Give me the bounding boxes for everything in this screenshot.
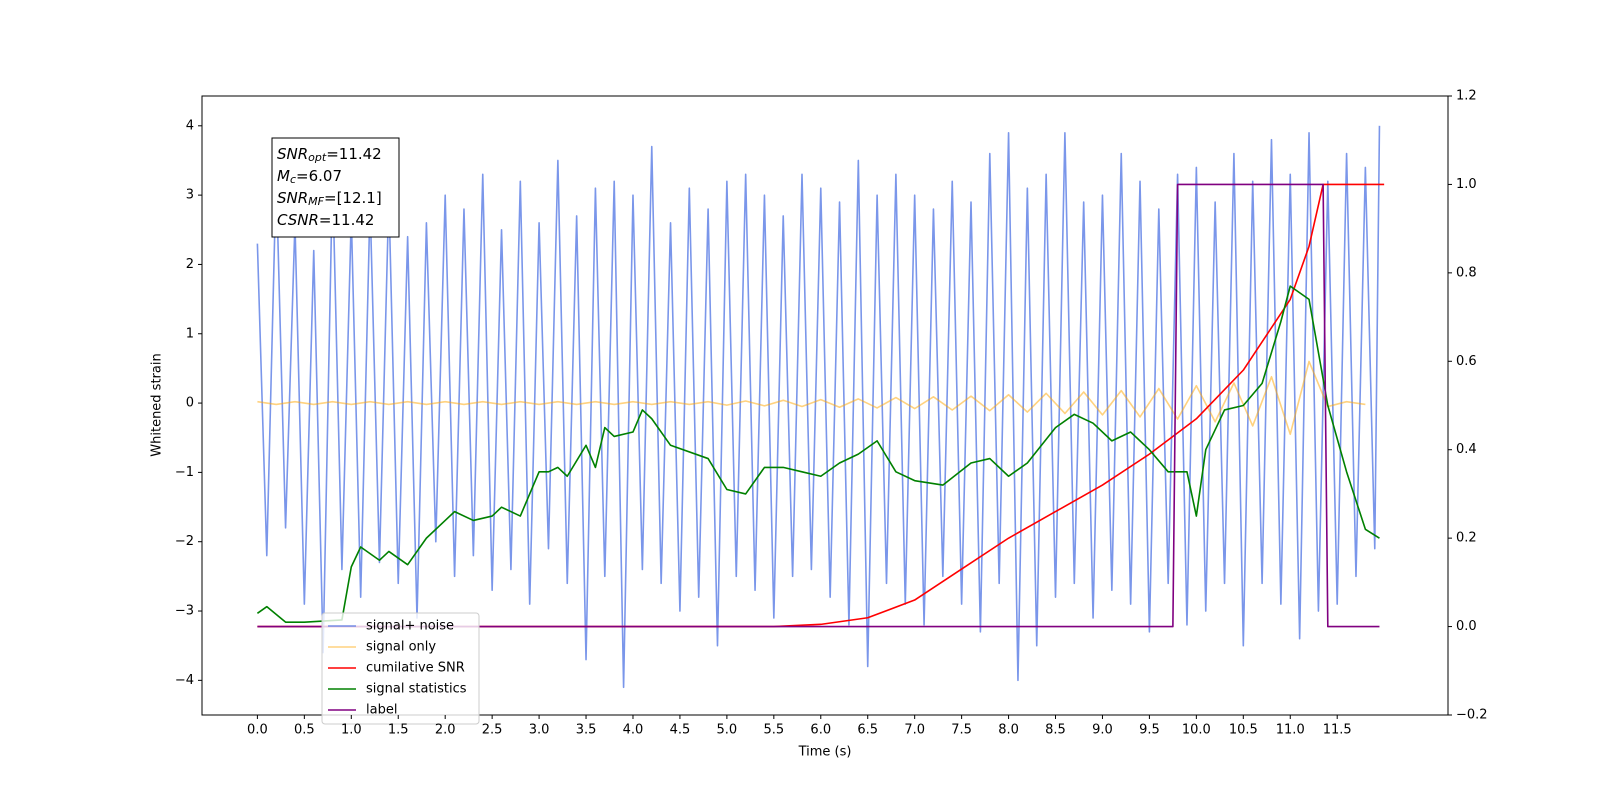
y-tick-label: 4 [186, 118, 194, 133]
series-layer [256, 125, 1385, 689]
x-tick-label: 6.5 [857, 723, 878, 738]
x-tick-label: 10.5 [1229, 723, 1258, 738]
x-tick-label: 8.0 [998, 723, 1019, 738]
y2-tick-label: −0.2 [1456, 708, 1488, 723]
y-tick-label: −3 [175, 604, 194, 619]
annotation-symbol: SNR [277, 145, 308, 163]
legend-label: label [366, 703, 397, 718]
series-line [257, 183, 1385, 628]
annotation-line: SNRMF=[12.1] [277, 189, 382, 209]
legend-frame [321, 612, 480, 725]
y-tick-label: −4 [175, 673, 194, 688]
annotation-subscript: opt [308, 151, 327, 164]
annotation-symbol: M [277, 167, 290, 185]
series-line [256, 125, 1381, 689]
y-tick-label: 2 [186, 257, 194, 272]
x-axis-label: Time (s) [798, 745, 852, 760]
y2-tick-label: 0.2 [1456, 531, 1477, 546]
x-tick-label: 5.5 [763, 723, 784, 738]
legend-label: signal+ noise [366, 619, 454, 634]
x-tick-label: 5.0 [717, 723, 738, 738]
x-tick-label: 9.5 [1139, 723, 1160, 738]
x-tick-label: 7.0 [904, 723, 925, 738]
y-tick-label: 0 [186, 396, 194, 411]
annotation-subscript: c [290, 173, 296, 186]
legend: signal+ noise signal only cumilative SNR si… [321, 612, 480, 725]
x-tick-label: 4.0 [623, 723, 644, 738]
y-tick-label: −2 [175, 534, 194, 549]
annotation-line: SNRopt=11.42 [277, 145, 382, 165]
annotation-line: Mc=6.07 [277, 167, 342, 187]
y2-tick-label: 0.8 [1456, 265, 1477, 280]
x-tick-label: 9.0 [1092, 723, 1113, 738]
annotation-box: SNRopt=11.42Mc=6.07SNRMF=[12.1]CSNR=11.4… [271, 137, 400, 238]
annotation-value: =[12.1] [324, 189, 382, 207]
x-tick-label: 10.0 [1182, 723, 1211, 738]
annotation-line: CSNR=11.42 [277, 211, 374, 229]
series-line [257, 183, 1380, 628]
y-tick-label: −1 [175, 465, 194, 480]
x-tick-label: 7.5 [951, 723, 972, 738]
plot-frame [201, 95, 1449, 716]
annotation-symbol: CSNR [277, 211, 319, 229]
annotation-value: =6.07 [296, 167, 342, 185]
series-line [256, 285, 1380, 623]
y-tick-label: 3 [186, 188, 194, 203]
x-tick-label: 2.0 [435, 723, 456, 738]
y2-tick-label: 1.0 [1456, 177, 1477, 192]
y2-tick-label: 0.4 [1456, 442, 1477, 457]
y2-tick-label: 0.6 [1456, 354, 1477, 369]
annotation-value: =11.42 [326, 145, 382, 163]
x-tick-label: 11.5 [1323, 723, 1352, 738]
annotation-subscript: MF [308, 195, 324, 208]
y2-tick-label: 1.2 [1456, 89, 1477, 104]
y-axis-label: Whitened strain [150, 353, 165, 456]
x-tick-label: 3.5 [576, 723, 597, 738]
x-tick-label: 6.0 [810, 723, 831, 738]
y2-tick-label: 0.0 [1456, 619, 1477, 634]
x-tick-label: 1.5 [388, 723, 409, 738]
x-tick-label: 3.0 [529, 723, 550, 738]
series-line [257, 360, 1366, 436]
x-tick-label: 0.5 [294, 723, 315, 738]
annotation-symbol: SNR [277, 189, 308, 207]
annotation-frame [271, 137, 400, 238]
legend-label: cumilative SNR [366, 661, 465, 676]
x-tick-label: 2.5 [482, 723, 503, 738]
legend-label: signal only [366, 640, 436, 655]
annotation-value: =11.42 [319, 211, 375, 229]
x-tick-label: 1.0 [341, 723, 362, 738]
y-tick-label: 1 [186, 326, 194, 341]
x-tick-label: 8.5 [1045, 723, 1066, 738]
x-tick-label: 4.5 [670, 723, 691, 738]
x-tick-label: 0.0 [247, 723, 268, 738]
x-tick-label: 11.0 [1276, 723, 1305, 738]
legend-label: signal statistics [366, 682, 467, 697]
